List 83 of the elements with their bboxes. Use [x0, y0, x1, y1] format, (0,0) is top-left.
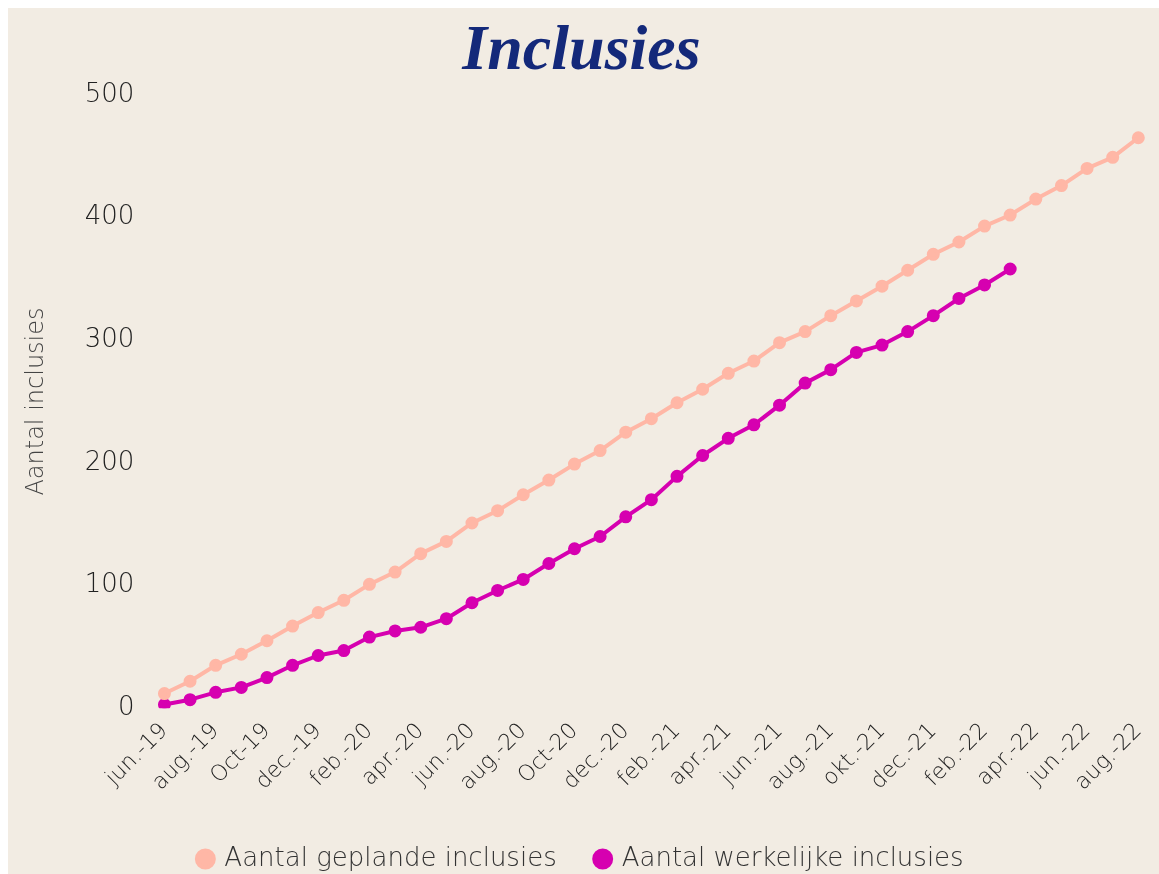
point: [901, 325, 915, 339]
point: [465, 516, 479, 530]
point: [1080, 161, 1094, 175]
point: [978, 278, 992, 292]
point: [849, 345, 863, 359]
y-tick-label: 200: [84, 445, 135, 476]
point: [567, 542, 581, 556]
point: [286, 658, 300, 672]
point: [901, 263, 915, 277]
point: [414, 620, 428, 634]
point: [644, 412, 658, 426]
point: [516, 488, 530, 502]
point: [542, 473, 556, 487]
point: [286, 619, 300, 633]
point: [516, 572, 530, 586]
point: [670, 396, 684, 410]
point: [491, 504, 505, 518]
point: [1054, 179, 1068, 193]
point: [721, 431, 735, 445]
point: [157, 687, 171, 701]
point: [747, 418, 761, 432]
point: [696, 449, 710, 463]
point: [234, 680, 248, 694]
point: [439, 612, 453, 626]
point: [567, 457, 581, 471]
point: [747, 354, 761, 368]
point: [1003, 208, 1017, 222]
point: [773, 336, 787, 350]
point: [619, 510, 633, 524]
point: [209, 685, 223, 699]
point: [337, 644, 351, 658]
point: [798, 325, 812, 339]
point: [362, 630, 376, 644]
point: [209, 658, 223, 672]
point: [183, 674, 197, 688]
point: [875, 279, 889, 293]
point: [978, 219, 992, 233]
point: [337, 593, 351, 607]
point: [593, 444, 607, 458]
point: [926, 309, 940, 323]
point: [952, 291, 966, 305]
point: [798, 376, 812, 390]
point: [952, 235, 966, 249]
point: [773, 398, 787, 412]
point: [388, 624, 402, 638]
point: [234, 647, 248, 661]
point: [926, 247, 940, 261]
point: [721, 366, 735, 380]
point: [619, 425, 633, 439]
point: [593, 529, 607, 543]
point: [491, 583, 505, 597]
point: [260, 671, 274, 685]
point: [465, 596, 479, 610]
y-tick-label: 100: [84, 568, 135, 599]
point: [260, 634, 274, 648]
point: [183, 693, 197, 707]
point: [824, 363, 838, 377]
y-tick-label: 400: [84, 200, 135, 231]
point: [644, 493, 658, 507]
point: [1029, 192, 1043, 206]
point: [362, 577, 376, 591]
point: [1131, 131, 1145, 145]
point: [875, 338, 889, 352]
point: [696, 382, 710, 396]
point: [157, 698, 171, 709]
point: [388, 565, 402, 579]
point: [1106, 150, 1120, 164]
legend-label: Aantal geplande inclusies: [224, 841, 557, 872]
point: [439, 534, 453, 548]
legend-label: Aantal werkelijke inclusies: [621, 841, 964, 872]
point: [670, 469, 684, 483]
point: [414, 547, 428, 561]
point: [824, 309, 838, 323]
y-axis-title: Aantal inclusies: [20, 307, 49, 496]
point: [311, 649, 325, 662]
point: [311, 606, 325, 620]
chart-title: Inclusies: [461, 11, 701, 83]
y-tick-label: 300: [84, 322, 135, 353]
y-tick-label: 0: [117, 691, 135, 721]
point: [542, 556, 556, 570]
point: [1003, 262, 1017, 276]
point: [849, 294, 863, 308]
y-tick-label: 500: [84, 77, 135, 108]
